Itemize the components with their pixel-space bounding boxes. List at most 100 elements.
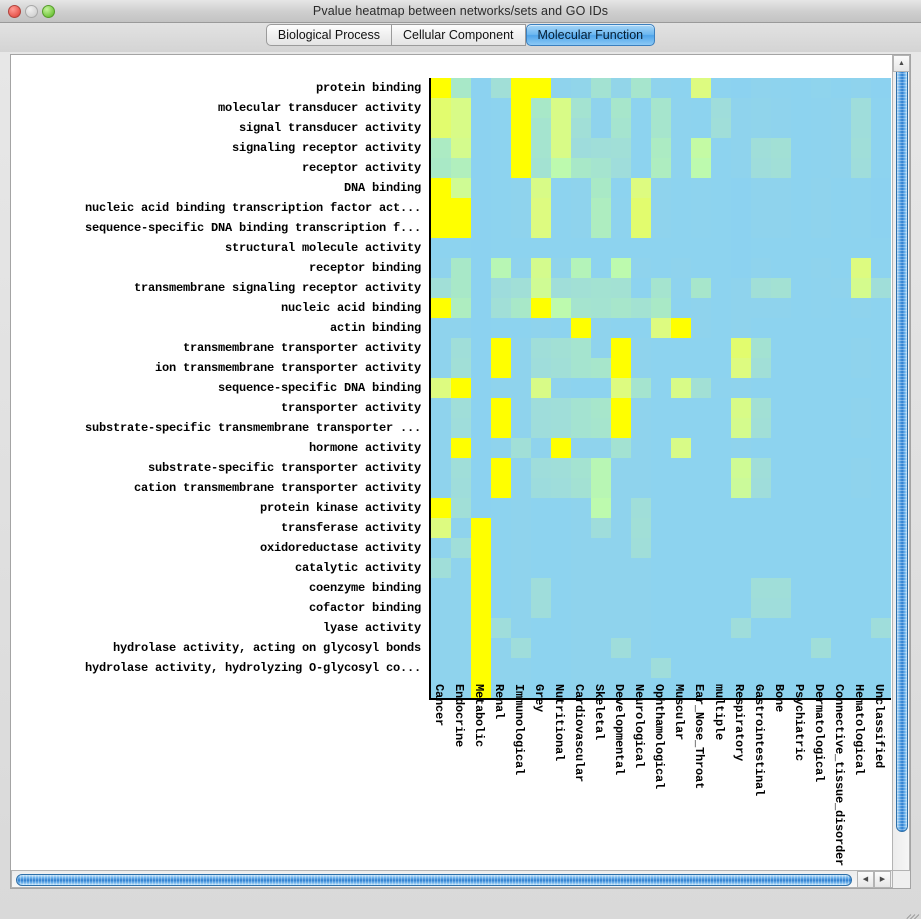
heatmap-cell[interactable] bbox=[711, 198, 731, 218]
heatmap-cell[interactable] bbox=[811, 378, 831, 398]
heatmap-cell[interactable] bbox=[751, 618, 771, 638]
heatmap-cell[interactable] bbox=[811, 238, 831, 258]
heatmap-cell[interactable] bbox=[591, 558, 611, 578]
heatmap-cell[interactable] bbox=[771, 198, 791, 218]
heatmap-cell[interactable] bbox=[731, 138, 751, 158]
heatmap-cell[interactable] bbox=[551, 238, 571, 258]
heatmap-cell[interactable] bbox=[551, 498, 571, 518]
heatmap-cell[interactable] bbox=[771, 518, 791, 538]
heatmap-cell[interactable] bbox=[491, 438, 511, 458]
heatmap-cell[interactable] bbox=[511, 558, 531, 578]
scroll-left-arrow-icon[interactable]: ◀ bbox=[857, 871, 874, 888]
heatmap-cell[interactable] bbox=[671, 178, 691, 198]
heatmap-cell[interactable] bbox=[531, 178, 551, 198]
heatmap-cell[interactable] bbox=[611, 538, 631, 558]
heatmap-cell[interactable] bbox=[531, 258, 551, 278]
heatmap-cell[interactable] bbox=[491, 318, 511, 338]
heatmap-cell[interactable] bbox=[431, 518, 451, 538]
heatmap-cell[interactable] bbox=[451, 438, 471, 458]
heatmap-cell[interactable] bbox=[551, 178, 571, 198]
heatmap-cell[interactable] bbox=[551, 658, 571, 678]
heatmap-cell[interactable] bbox=[831, 578, 851, 598]
heatmap-cell[interactable] bbox=[791, 98, 811, 118]
heatmap-cell[interactable] bbox=[731, 338, 751, 358]
heatmap-cell[interactable] bbox=[711, 118, 731, 138]
heatmap-cell[interactable] bbox=[471, 658, 491, 678]
heatmap-cell[interactable] bbox=[551, 378, 571, 398]
heatmap-cell[interactable] bbox=[671, 418, 691, 438]
tab-biological-process[interactable]: Biological Process bbox=[265, 24, 393, 46]
heatmap-cell[interactable] bbox=[671, 118, 691, 138]
heatmap-cell[interactable] bbox=[491, 238, 511, 258]
heatmap-cell[interactable] bbox=[711, 498, 731, 518]
heatmap-cell[interactable] bbox=[751, 638, 771, 658]
heatmap-cell[interactable] bbox=[531, 458, 551, 478]
heatmap-cell[interactable] bbox=[591, 498, 611, 518]
heatmap-cell[interactable] bbox=[871, 278, 891, 298]
heatmap-cell[interactable] bbox=[851, 158, 871, 178]
heatmap-cell[interactable] bbox=[431, 458, 451, 478]
heatmap-cell[interactable] bbox=[631, 618, 651, 638]
heatmap-cell[interactable] bbox=[671, 78, 691, 98]
heatmap-cell[interactable] bbox=[691, 638, 711, 658]
heatmap-cell[interactable] bbox=[731, 198, 751, 218]
heatmap-cell[interactable] bbox=[771, 238, 791, 258]
heatmap-cell[interactable] bbox=[711, 658, 731, 678]
heatmap-cell[interactable] bbox=[711, 98, 731, 118]
heatmap-cell[interactable] bbox=[551, 638, 571, 658]
heatmap-cell[interactable] bbox=[711, 338, 731, 358]
heatmap-cell[interactable] bbox=[531, 438, 551, 458]
heatmap-cell[interactable] bbox=[531, 198, 551, 218]
heatmap-cell[interactable] bbox=[771, 658, 791, 678]
heatmap-cell[interactable] bbox=[551, 98, 571, 118]
heatmap-cell[interactable] bbox=[871, 418, 891, 438]
heatmap-cell[interactable] bbox=[591, 358, 611, 378]
heatmap-cell[interactable] bbox=[691, 458, 711, 478]
heatmap-cell[interactable] bbox=[451, 318, 471, 338]
heatmap-cell[interactable] bbox=[871, 338, 891, 358]
heatmap-cell[interactable] bbox=[451, 358, 471, 378]
heatmap-cell[interactable] bbox=[471, 178, 491, 198]
heatmap-cell[interactable] bbox=[851, 478, 871, 498]
heatmap-cell[interactable] bbox=[771, 178, 791, 198]
heatmap-cell[interactable] bbox=[731, 418, 751, 438]
heatmap-cell[interactable] bbox=[591, 618, 611, 638]
heatmap-cell[interactable] bbox=[831, 158, 851, 178]
heatmap-cell[interactable] bbox=[491, 398, 511, 418]
heatmap-cell[interactable] bbox=[511, 618, 531, 638]
heatmap-cell[interactable] bbox=[511, 98, 531, 118]
heatmap-cell[interactable] bbox=[531, 278, 551, 298]
heatmap-cell[interactable] bbox=[671, 138, 691, 158]
heatmap-cell[interactable] bbox=[871, 458, 891, 478]
heatmap-cell[interactable] bbox=[531, 498, 551, 518]
heatmap-cell[interactable] bbox=[791, 318, 811, 338]
heatmap-cell[interactable] bbox=[731, 318, 751, 338]
heatmap-cell[interactable] bbox=[591, 298, 611, 318]
heatmap-cell[interactable] bbox=[511, 518, 531, 538]
heatmap-cell[interactable] bbox=[491, 418, 511, 438]
heatmap-cell[interactable] bbox=[791, 258, 811, 278]
heatmap-cell[interactable] bbox=[531, 478, 551, 498]
heatmap-cell[interactable] bbox=[831, 398, 851, 418]
heatmap-cell[interactable] bbox=[571, 318, 591, 338]
heatmap-cell[interactable] bbox=[851, 598, 871, 618]
heatmap-cell[interactable] bbox=[651, 538, 671, 558]
heatmap-cell[interactable] bbox=[471, 78, 491, 98]
heatmap-cell[interactable] bbox=[571, 118, 591, 138]
heatmap-cell[interactable] bbox=[571, 478, 591, 498]
heatmap-cell[interactable] bbox=[591, 158, 611, 178]
heatmap-cell[interactable] bbox=[811, 218, 831, 238]
heatmap-cell[interactable] bbox=[711, 258, 731, 278]
heatmap-cell[interactable] bbox=[771, 418, 791, 438]
heatmap-cell[interactable] bbox=[431, 398, 451, 418]
heatmap-cell[interactable] bbox=[651, 198, 671, 218]
heatmap-cell[interactable] bbox=[811, 598, 831, 618]
heatmap-cell[interactable] bbox=[551, 558, 571, 578]
heatmap-cell[interactable] bbox=[571, 398, 591, 418]
heatmap-cell[interactable] bbox=[731, 578, 751, 598]
heatmap-cell[interactable] bbox=[591, 238, 611, 258]
heatmap-cell[interactable] bbox=[471, 438, 491, 458]
heatmap-cell[interactable] bbox=[571, 138, 591, 158]
heatmap-cell[interactable] bbox=[431, 658, 451, 678]
heatmap-cell[interactable] bbox=[631, 138, 651, 158]
